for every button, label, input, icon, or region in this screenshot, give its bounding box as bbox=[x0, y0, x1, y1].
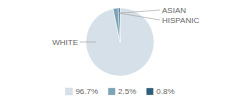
annotation-label: WHITE bbox=[52, 38, 78, 47]
chart: WHITE ASIANHISPANIC 96.7% 2.5% 0.8% bbox=[0, 0, 240, 100]
leader-line bbox=[119, 13, 160, 20]
leader-line bbox=[80, 42, 96, 43]
legend-label: 0.8% bbox=[156, 87, 174, 96]
legend: 96.7% 2.5% 0.8% bbox=[65, 87, 174, 96]
legend-item: 0.8% bbox=[146, 87, 174, 96]
legend-swatch bbox=[65, 88, 72, 95]
annotation-label: ASIAN bbox=[162, 6, 186, 15]
legend-label: 2.5% bbox=[118, 87, 136, 96]
legend-item: 96.7% bbox=[65, 87, 98, 96]
legend-item: 2.5% bbox=[108, 87, 136, 96]
legend-swatch bbox=[146, 88, 153, 95]
legend-label: 96.7% bbox=[75, 87, 98, 96]
legend-swatch bbox=[108, 88, 115, 95]
leader-line bbox=[116, 10, 160, 13]
annotation-label: HISPANIC bbox=[162, 16, 199, 25]
annotations: WHITE ASIANHISPANIC bbox=[52, 6, 199, 47]
